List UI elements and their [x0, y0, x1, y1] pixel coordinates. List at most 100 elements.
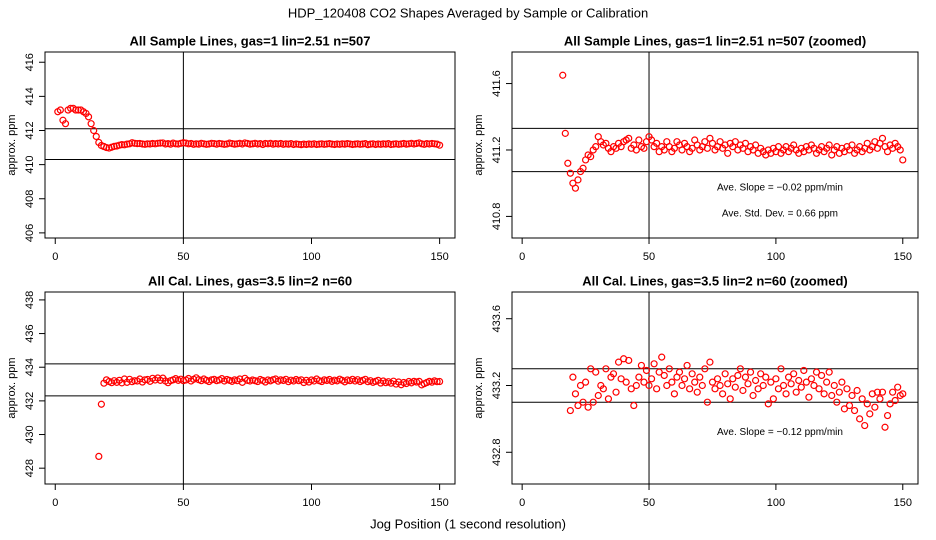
- data-point: [56, 106, 64, 114]
- plot-frame: [44, 291, 456, 485]
- data-point: [670, 144, 679, 152]
- data-point: [835, 388, 843, 396]
- y-tick-label: 432.8: [491, 439, 503, 467]
- data-point: [663, 381, 671, 390]
- data-point: [395, 140, 403, 148]
- y-tick-label: 436: [24, 324, 36, 342]
- data-point: [878, 134, 887, 142]
- y-axis-label: approx. ppm: [6, 357, 18, 418]
- data-point: [680, 375, 689, 383]
- data-point: [561, 129, 569, 137]
- data-point: [698, 381, 706, 390]
- data-point: [782, 390, 790, 398]
- data-point: [807, 375, 816, 383]
- data-point: [883, 411, 892, 420]
- data-point: [711, 385, 719, 393]
- panel-title: All Cal. Lines, gas=3.5 lin=2 n=60: [148, 273, 352, 288]
- data-point: [617, 375, 625, 383]
- data-point: [703, 398, 711, 406]
- data-point: [716, 138, 724, 146]
- data-point: [635, 373, 643, 381]
- plot-frame: [44, 51, 456, 239]
- panel-title: All Cal. Lines, gas=3.5 lin=2 n=60 (zoom…: [582, 273, 848, 288]
- data-point: [678, 381, 686, 390]
- data-point: [184, 140, 193, 148]
- data-point: [701, 138, 709, 146]
- y-tick-label: 432: [24, 392, 36, 410]
- data-point: [878, 388, 887, 396]
- data-point: [772, 375, 780, 383]
- x-tick-label: 50: [177, 497, 189, 509]
- data-point: [202, 140, 211, 148]
- data-point: [172, 140, 180, 148]
- data-point: [883, 148, 892, 156]
- data-point: [734, 371, 742, 380]
- x-tick-label: 50: [643, 251, 655, 263]
- data-point: [149, 139, 157, 148]
- data-point: [592, 143, 600, 151]
- data-point: [630, 401, 638, 410]
- data-point: [688, 144, 696, 152]
- y-axis-label: approx. ppm: [6, 114, 18, 175]
- x-tick-label: 50: [643, 497, 655, 509]
- data-point: [719, 390, 727, 398]
- data-point: [721, 370, 729, 378]
- data-point: [787, 380, 795, 388]
- data-point: [564, 159, 572, 167]
- data-point: [161, 140, 170, 148]
- data-point: [810, 381, 818, 390]
- data-point: [759, 381, 767, 390]
- data-point: [660, 146, 668, 154]
- data-point: [587, 153, 595, 161]
- data-point: [272, 140, 280, 148]
- data-point: [876, 395, 884, 403]
- data-point: [774, 385, 783, 393]
- data-point: [95, 452, 103, 461]
- data-point: [154, 139, 162, 147]
- data-point: [762, 373, 770, 381]
- data-point: [292, 140, 300, 148]
- x-axis-label: Jog Position (1 second resolution): [370, 516, 566, 531]
- y-tick-label: 411.2: [491, 137, 503, 164]
- data-point: [675, 368, 684, 376]
- data-point: [706, 358, 714, 366]
- y-tick-label: 412: [24, 121, 36, 139]
- plot-frame: [511, 291, 919, 485]
- data-point: [592, 368, 600, 376]
- x-tick-label: 100: [767, 497, 785, 509]
- data-point: [653, 385, 661, 393]
- data-point: [84, 113, 93, 121]
- data-point: [767, 378, 775, 386]
- data-point: [566, 406, 574, 415]
- data-point: [683, 361, 691, 370]
- data-point: [812, 368, 821, 376]
- data-point: [579, 398, 587, 406]
- data-point: [790, 370, 798, 378]
- data-point: [571, 390, 580, 398]
- data-point: [863, 400, 871, 408]
- data-point: [622, 378, 630, 386]
- data-point: [207, 139, 216, 147]
- data-point: [716, 381, 724, 390]
- data-point: [777, 365, 785, 373]
- data-point: [779, 381, 788, 390]
- data-point: [713, 375, 722, 383]
- figure-title: HDP_120408 CO2 Shapes Averaged by Sample…: [288, 5, 648, 20]
- data-point: [609, 370, 618, 378]
- data-point: [708, 378, 717, 386]
- y-tick-label: 414: [24, 87, 36, 105]
- data-point: [594, 391, 602, 400]
- data-point: [670, 390, 679, 398]
- data-point: [231, 140, 239, 148]
- data-point: [110, 142, 118, 150]
- data-point: [156, 139, 164, 147]
- data-point: [774, 143, 783, 151]
- data-point: [736, 365, 744, 373]
- data-point: [873, 388, 882, 396]
- y-tick-label: 408: [24, 190, 36, 208]
- x-tick-label: 0: [519, 251, 525, 263]
- data-point: [215, 139, 223, 148]
- data-point: [313, 140, 321, 149]
- data-point: [845, 401, 854, 410]
- data-point: [433, 378, 441, 386]
